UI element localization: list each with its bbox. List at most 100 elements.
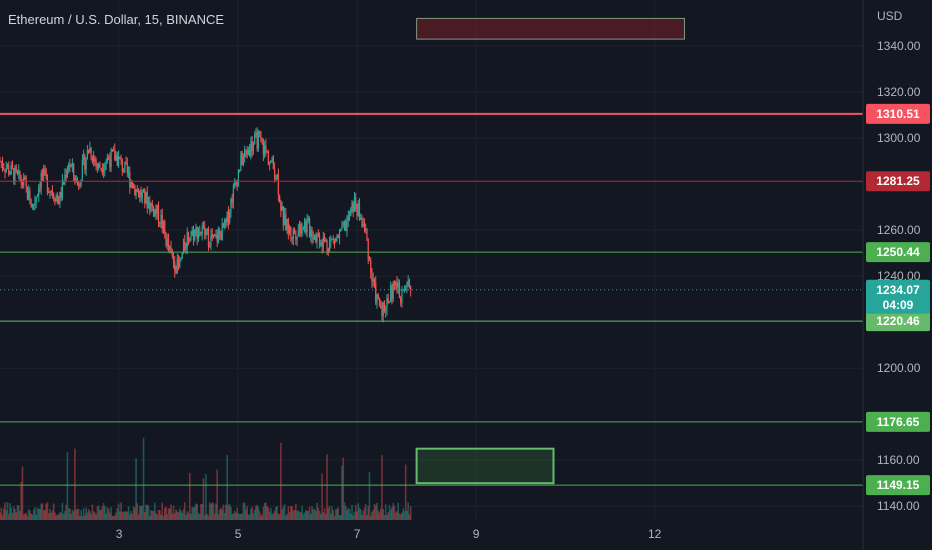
candle-body [313, 235, 316, 239]
candle-body [215, 234, 217, 237]
volume-bar [236, 507, 238, 520]
symbol-title[interactable]: Ethereum / U.S. Dollar, 15, BINANCE [8, 12, 224, 27]
y-tick-label: 1320.00 [877, 85, 921, 99]
candle-body [398, 282, 401, 298]
candle-body [78, 184, 80, 186]
candle-body [387, 298, 389, 302]
volume-bar [170, 504, 172, 520]
candle-body [16, 170, 19, 174]
supply-zone[interactable] [416, 17, 685, 40]
volume-bar [76, 508, 79, 520]
volume-bar [71, 509, 74, 520]
candle-body [326, 240, 328, 249]
volume-bar [126, 511, 129, 520]
volume-bar [404, 464, 407, 520]
volume-bar [278, 513, 281, 520]
volume-bar [396, 511, 398, 520]
volume-bar [148, 515, 151, 520]
volume-bar [285, 515, 287, 520]
volume-bar [202, 478, 205, 520]
volume-bar [96, 506, 99, 520]
volume-bar [253, 509, 256, 520]
volume-bar [92, 510, 95, 520]
volume-bar [62, 514, 65, 520]
candle-body [167, 238, 170, 249]
volume-bar [324, 513, 327, 520]
level-tag [866, 311, 930, 332]
candle-body [279, 194, 281, 202]
volume-bar [333, 515, 336, 520]
candle-body [250, 141, 252, 157]
level-layer[interactable] [0, 112, 863, 486]
volume-bar [327, 507, 330, 520]
candle-body [162, 221, 165, 229]
candle-body [341, 223, 343, 231]
candle-body [368, 260, 371, 262]
volume-bar [137, 514, 140, 520]
candle-body [331, 238, 333, 240]
volume-bar [70, 514, 72, 520]
volume-bar [90, 514, 92, 520]
volume-bar [168, 508, 171, 520]
candle-body [125, 161, 127, 164]
candle-body [377, 294, 379, 299]
y-axis[interactable]: 1340.00 1320.00 1300.00 1260.00 1240.00 1200.… [877, 39, 921, 513]
candle-body [266, 151, 268, 153]
candle-body [241, 152, 243, 166]
volume-bar [117, 503, 120, 520]
demand-zone[interactable] [415, 447, 555, 485]
candle-body [212, 234, 215, 239]
candle-body [29, 190, 31, 204]
volume-bar [338, 515, 341, 520]
volume-bar [406, 510, 408, 520]
volume-bar [163, 508, 166, 520]
candle-body [311, 229, 313, 239]
candle-body [25, 179, 27, 187]
candle-body [51, 191, 54, 195]
candle-body [375, 282, 377, 303]
volume-bar [220, 507, 222, 520]
candle-body [388, 301, 391, 303]
candle-body [33, 204, 35, 206]
candle-body [219, 231, 221, 234]
candle-body [352, 202, 354, 212]
volume-bar [26, 515, 29, 520]
candle-body [164, 221, 166, 233]
volume-bar [310, 514, 312, 520]
candle-body [155, 208, 157, 215]
volume-bar [17, 505, 20, 520]
volume-bar [10, 507, 13, 520]
volume-bar [379, 508, 382, 520]
volume-bar [14, 509, 16, 520]
volume-bar [72, 511, 75, 520]
zone-layer[interactable] [415, 17, 685, 485]
candle-body [84, 155, 86, 170]
candle-body [194, 229, 196, 240]
volume-bar [47, 513, 50, 520]
candle-body [0, 161, 2, 163]
candle-body [160, 214, 162, 224]
volume-bar [262, 506, 265, 520]
x-axis[interactable]: 3 5 7 9 12 [116, 527, 662, 541]
volume-bar [109, 512, 111, 520]
volume-bar [51, 510, 54, 520]
candle-body [261, 137, 263, 141]
volume-bar [114, 515, 116, 520]
candle-body [345, 221, 347, 231]
candle-body [227, 211, 230, 223]
candle-body [121, 159, 123, 172]
candle-body [100, 168, 102, 170]
candle-body [308, 218, 311, 237]
volume-bar [399, 514, 402, 520]
candle-body [288, 226, 291, 233]
candle-body [48, 192, 50, 194]
volume-bar [235, 512, 237, 520]
candle-body [333, 238, 336, 242]
candle-body [176, 258, 178, 274]
volume-bar [100, 509, 102, 520]
candle-body [146, 192, 148, 209]
candle-body [205, 233, 207, 235]
candle-body [15, 167, 17, 171]
volume-bar [35, 514, 37, 520]
